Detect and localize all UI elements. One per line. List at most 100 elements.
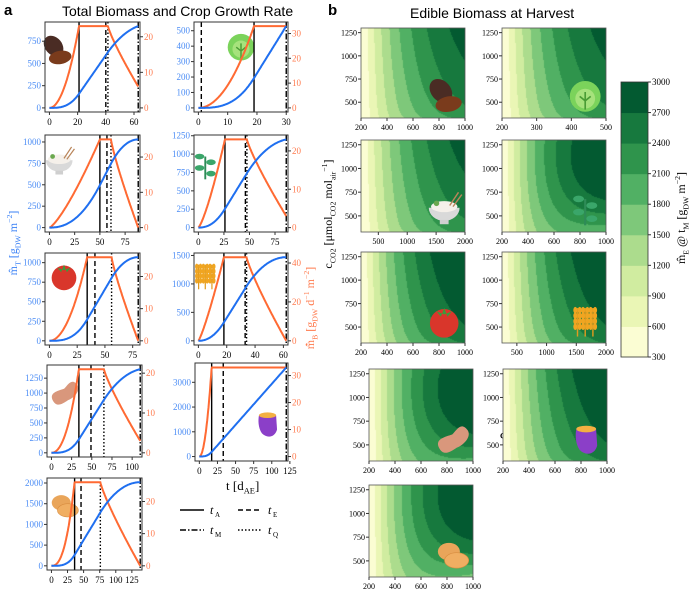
left-tick-label: 750 (28, 277, 42, 287)
sweet-potato-icon (258, 412, 278, 437)
growth-rate-line (49, 25, 140, 109)
plot-frame (501, 27, 607, 119)
x-tick-label: 800 (433, 123, 445, 132)
left-tick-label: 750 (28, 36, 42, 46)
x-tick-label: 800 (441, 582, 453, 591)
y-tick-label: 1250 (482, 141, 498, 150)
panel-b-title: Edible Biomass at Harvest (410, 5, 575, 21)
left-tick-label: 500 (30, 418, 44, 428)
left-tick-label: 1000 (172, 149, 191, 159)
left-tick-label: 1000 (23, 258, 42, 268)
plot-frame (44, 21, 141, 113)
left-tick-label: 1000 (25, 519, 44, 529)
left-tick-label: 750 (28, 158, 42, 168)
coffee-bean-icon (429, 78, 462, 113)
x-tick-label: 30 (282, 117, 292, 127)
edible-biomass-contour: 200 400 600 800 1000 500 750 1000 1250 (344, 480, 488, 597)
x-tick-label: 75 (107, 462, 117, 472)
plot-frame (193, 252, 289, 346)
left-tick-label: 1500 (25, 499, 44, 509)
x-tick-label: 2000 (598, 348, 614, 357)
label-segment: mol (321, 179, 335, 202)
x-tick-label: 0 (47, 237, 52, 247)
x-tick-label: 200 (497, 466, 509, 475)
peanut-icon (51, 381, 79, 405)
label-segment: −2 (673, 175, 682, 185)
right-tick-label: 20 (292, 146, 302, 156)
right-tick-label: 10 (144, 187, 154, 197)
label-segment: B (310, 334, 320, 340)
plot-frame (360, 139, 466, 233)
left-tick-label: 1000 (172, 279, 191, 289)
contour-axes: 200 400 600 800 1000 500 750 1000 1250 (341, 27, 473, 132)
y-tick-label: 500 (486, 212, 498, 221)
label-segment: m (674, 184, 688, 197)
x-tick-label: 1000 (465, 582, 481, 591)
left-tick-label: 750 (177, 167, 191, 177)
edible-biomass-contour: 500 1000 1500 2000 500 750 1000 1250 (477, 247, 621, 363)
colorbar-tick-label: 300 (652, 352, 666, 362)
x-tick-label: 20 (252, 117, 262, 127)
colorbar-tick-label: 2700 (652, 108, 671, 118)
x-tick-label: 125 (125, 575, 139, 585)
x-tick-label: 600 (415, 582, 427, 591)
edible-biomass-contour: 500 1000 1500 2000 500 750 1000 1250 (336, 135, 480, 252)
right-tick-label: 20 (144, 152, 154, 162)
x-tick-label: 1000 (457, 123, 473, 132)
x-tick-label: 200 (355, 348, 367, 357)
left-tick-label: 300 (177, 57, 191, 67)
right-tick-label: 0 (292, 223, 297, 233)
x-tick-label: 500 (511, 348, 523, 357)
label-segment: E (681, 249, 691, 255)
edible-biomass-contour: 200 300 400 500 500 750 1000 1250 (477, 23, 621, 138)
x-tick-label: 0 (47, 117, 52, 127)
left-tick-label: 500 (177, 186, 191, 196)
x-tick-label: 40 (251, 350, 261, 360)
lettuce-icon (569, 81, 601, 112)
left-tick-label: 0 (186, 223, 191, 233)
panel-b-label: b (328, 2, 338, 19)
legend-label-sub: A (215, 511, 220, 519)
colorbar-tick-label: 3000 (652, 77, 671, 87)
label-segment: DW (310, 308, 320, 322)
potato-icon (437, 542, 470, 569)
biomass-line (199, 366, 287, 458)
label-segment: ] (674, 171, 688, 176)
x-tick-label: 0 (196, 237, 201, 247)
y-tick-label: 500 (486, 98, 498, 107)
x-tick-label: 400 (565, 123, 577, 132)
edible-biomass-contour: 200 400 600 800 1000 500 750 1000 1250 (336, 23, 480, 138)
y-tick-label: 1000 (482, 276, 498, 285)
y-tick-label: 1250 (483, 370, 499, 379)
right-tick-label: 0 (146, 448, 151, 458)
growth-rate-line (199, 366, 287, 458)
colorbar-frame (620, 81, 649, 358)
x-tick-label: 1000 (399, 237, 415, 246)
x-tick-label: 600 (548, 237, 560, 246)
growth-chart: 0 25 50 75 100 125 0 500 1000 1500 2000 0 10 20 (25, 477, 156, 585)
left-tick-label: 200 (177, 72, 191, 82)
right-tick-label: 10 (146, 408, 156, 418)
x-tick-label: 1000 (465, 466, 481, 475)
x-tick-label: 500 (600, 123, 612, 132)
right-tick-label: 0 (292, 452, 297, 462)
label-segment: m̂ (674, 254, 688, 265)
y-tick-label: 500 (353, 441, 365, 450)
y-tick-label: 500 (487, 441, 499, 450)
y-tick-label: 1000 (341, 164, 357, 173)
label-segment: DW (681, 196, 691, 210)
x-tick-label: 0 (47, 350, 52, 360)
wheat-icon (573, 306, 598, 337)
x-tick-label: 1000 (599, 466, 615, 475)
growth-rate-line (198, 25, 287, 109)
y-tick-label: 750 (345, 188, 357, 197)
right-tick-label: 20 (144, 32, 154, 42)
x-tick-label: 50 (245, 237, 255, 247)
colorbar-tick-label: 900 (652, 291, 666, 301)
right-tick-label: 0 (292, 103, 297, 113)
contour-axes: 200 400 600 800 1000 500 750 1000 1250 (482, 139, 614, 246)
y-tick-label: 750 (353, 533, 365, 542)
